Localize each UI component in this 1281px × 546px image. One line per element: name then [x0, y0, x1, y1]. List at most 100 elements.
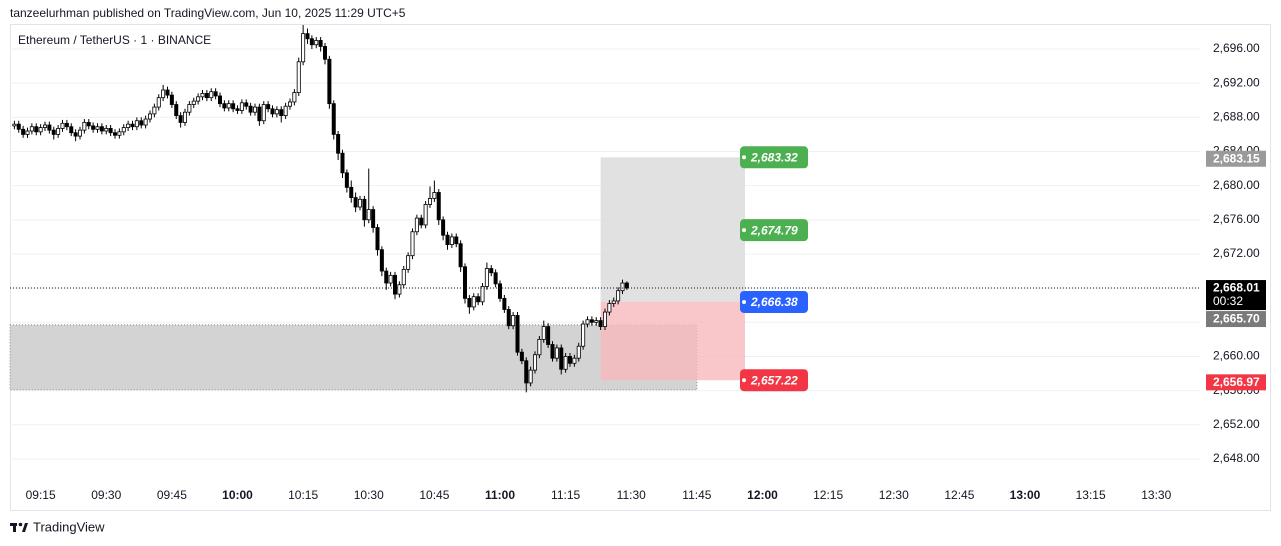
candle-body: [467, 297, 472, 308]
candle-body: [476, 296, 481, 303]
candle-body: [279, 109, 284, 117]
y-tick-label: 2,680.00: [1213, 178, 1260, 192]
candle-body: [550, 344, 555, 359]
candle-body: [178, 115, 183, 123]
position-handle: [740, 154, 748, 161]
candle-body: [441, 219, 446, 236]
candle-body: [152, 106, 157, 115]
chart-frame: [10, 24, 1271, 511]
position-handle: [740, 298, 748, 306]
price-label: 2,656.97: [1213, 375, 1260, 389]
candle-body: [274, 109, 279, 115]
candle-body: [156, 97, 161, 108]
candle-body: [187, 104, 192, 113]
candle-body: [56, 128, 61, 135]
candle-body: [130, 123, 135, 128]
candle-body: [563, 356, 568, 370]
price-label: 2,683.15: [1213, 151, 1260, 165]
candle-body: [366, 209, 371, 221]
x-tick-label: 09:30: [91, 488, 121, 502]
candle-body: [217, 95, 222, 105]
candle-body: [309, 38, 314, 46]
price-label-box: [1206, 150, 1266, 167]
position-label-box: [740, 219, 808, 242]
candle-body: [139, 120, 144, 126]
x-tick-label: 12:15: [813, 488, 843, 502]
candle-body: [318, 40, 323, 47]
candle-body: [261, 104, 266, 122]
y-tick-label: 2,676.00: [1213, 212, 1260, 226]
candle-body: [458, 243, 463, 268]
price-label-box: [1206, 311, 1266, 328]
candle-body: [21, 128, 26, 135]
candle-body: [471, 296, 476, 308]
candle-body: [436, 192, 441, 221]
candle-body: [113, 132, 118, 136]
x-tick-label: 12:00: [747, 488, 778, 502]
candle-body: [384, 270, 389, 284]
x-tick-label: 11:30: [617, 488, 646, 502]
candle-body: [78, 129, 83, 137]
candle-body: [589, 319, 594, 323]
candle-body: [572, 357, 577, 364]
zone-box: [9, 324, 698, 391]
candle-body: [226, 103, 231, 109]
candle-body: [108, 128, 113, 134]
candle-body: [585, 319, 590, 325]
candle-body: [515, 315, 520, 353]
y-tick-label: 2,692.00: [1213, 75, 1260, 89]
candle-body: [519, 351, 524, 362]
position-label: 2,657.22: [750, 373, 798, 387]
candle-body: [196, 96, 201, 102]
candle-body: [541, 326, 546, 340]
profit-box: [600, 157, 745, 302]
candle-body: [537, 338, 542, 356]
position-label-box: [740, 290, 808, 313]
candle-body: [559, 347, 564, 370]
x-tick-label: 11:45: [682, 488, 711, 502]
candle-body: [270, 108, 275, 115]
candle-body: [349, 186, 354, 199]
y-tick-label: 2,660.00: [1213, 349, 1260, 363]
candle-body: [331, 103, 336, 135]
candle-body: [51, 129, 56, 135]
candle-body: [209, 91, 214, 99]
candle-body: [454, 236, 459, 245]
candle-body: [244, 102, 249, 107]
candle-body: [511, 315, 516, 327]
candle-body: [204, 93, 209, 99]
x-tick-label: 09:15: [26, 488, 56, 502]
x-tick-label: 10:30: [354, 488, 384, 502]
price-label: 2,668.01: [1213, 281, 1260, 295]
candle-body: [524, 360, 529, 384]
candle-body: [147, 113, 152, 120]
candle-body: [283, 105, 288, 117]
candle-body: [99, 126, 104, 132]
candle-body: [340, 152, 345, 174]
candle-body: [533, 354, 538, 371]
candle-body: [375, 227, 380, 251]
candle-body: [484, 268, 489, 287]
candle-body: [60, 122, 65, 129]
candle-body: [624, 282, 629, 289]
candle-body: [607, 303, 612, 313]
x-tick-label: 10:45: [419, 488, 449, 502]
candle-body: [182, 111, 187, 123]
x-tick-label: 13:30: [1141, 488, 1171, 502]
candle-body: [231, 103, 236, 110]
candle-body: [401, 268, 406, 286]
candle-body: [222, 103, 227, 109]
candle-body: [423, 204, 428, 226]
candle-body: [200, 93, 205, 98]
candle-body: [362, 198, 367, 221]
candle-body: [419, 217, 424, 226]
candle-body: [594, 320, 599, 323]
candle-body: [581, 323, 586, 347]
candle-body: [34, 126, 39, 133]
candle-body: [305, 33, 310, 40]
candle-body: [161, 89, 166, 99]
x-tick-label: 13:00: [1010, 488, 1041, 502]
candle-body: [489, 268, 494, 274]
candle-body: [493, 272, 498, 285]
